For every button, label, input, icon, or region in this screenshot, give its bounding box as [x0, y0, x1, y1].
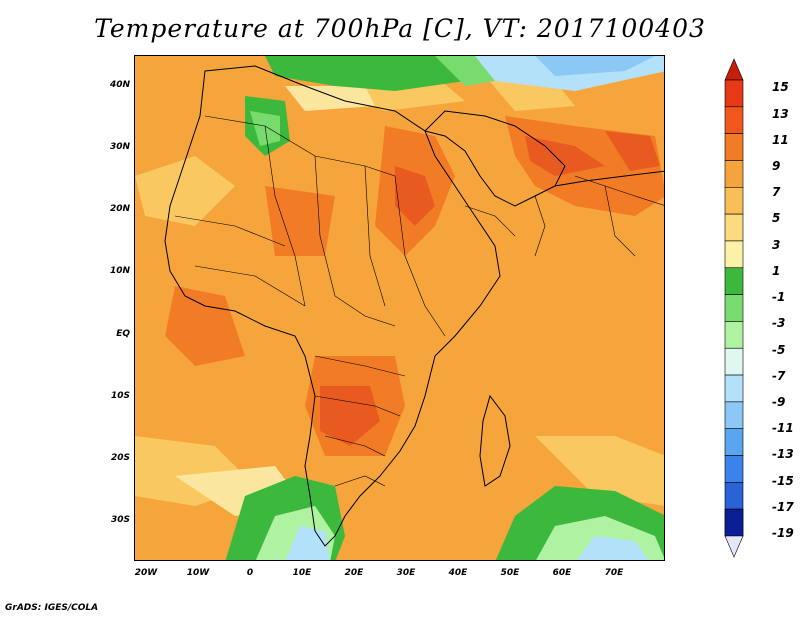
colorbar-swatch — [724, 294, 744, 322]
colorbar-bottom-arrow — [724, 535, 744, 558]
colder-blue-north — [535, 56, 655, 76]
colorbar-swatch — [724, 186, 744, 215]
colorbar-label-neg3: -3 — [772, 316, 786, 330]
lat-label-20n: 20N — [109, 204, 130, 214]
lon-label-10e: 10E — [292, 568, 312, 578]
colorbar-swatch — [724, 321, 744, 349]
lon-label-0: 0 — [246, 568, 254, 578]
colorbar-swatch — [724, 79, 744, 108]
lat-label-10n: 10N — [109, 266, 130, 276]
colorbar-label-15: 15 — [772, 80, 789, 94]
colorbar-label-neg1: -1 — [772, 290, 786, 304]
colorbar-label-1: 1 — [772, 264, 781, 278]
colorbar — [724, 58, 744, 558]
colorbar-swatch — [724, 347, 744, 376]
colorbar-label-neg11: -11 — [772, 421, 794, 435]
software-credit: GrADS: IGES/COLA — [5, 603, 99, 613]
colorbar-swatch — [724, 106, 744, 134]
lon-label-70e: 70E — [604, 568, 624, 578]
colorbar-swatch — [724, 240, 744, 269]
colorbar-label-7: 7 — [772, 185, 781, 199]
colorbar-swatch — [724, 374, 744, 403]
colorbar-label-neg19: -19 — [772, 526, 794, 540]
colorbar-swatches — [724, 58, 744, 558]
lon-label-20w: 20W — [134, 568, 158, 578]
country-borders — [174, 115, 664, 487]
lat-label-40n: 40N — [109, 80, 130, 90]
map-panel — [134, 55, 665, 561]
lon-label-40e: 40E — [448, 568, 468, 578]
colorbar-swatch — [724, 508, 744, 537]
lat-label-30n: 30N — [109, 142, 130, 152]
cold-blue-south-east — [576, 536, 649, 560]
lat-label-eq: EQ — [116, 329, 130, 339]
colorbar-swatch — [724, 455, 744, 483]
colorbar-label-neg13: -13 — [772, 447, 794, 461]
colorbar-label-13: 13 — [772, 107, 789, 121]
cold-blue-south-west — [285, 526, 330, 560]
colorbar-top-arrow — [724, 58, 744, 81]
colorbar-swatch — [724, 482, 744, 510]
colorbar-label-neg17: -17 — [772, 500, 794, 514]
map-title: Temperature at 700hPa [C], VT: 201710040… — [94, 14, 706, 43]
lat-label-20s: 20S — [110, 453, 130, 463]
colorbar-label-neg5: -5 — [772, 343, 786, 357]
temperature-map — [135, 56, 664, 560]
lon-label-10w: 10W — [186, 568, 210, 578]
colorbar-label-neg15: -15 — [772, 474, 794, 488]
lon-label-50e: 50E — [500, 568, 520, 578]
colorbar-swatch — [724, 160, 744, 188]
colorbar-label-5: 5 — [772, 211, 781, 225]
colorbar-label-neg9: -9 — [772, 395, 786, 409]
colorbar-swatch — [724, 213, 744, 242]
lon-label-20e: 20E — [344, 568, 364, 578]
colorbar-label-11: 11 — [772, 133, 789, 147]
lon-label-30e: 30E — [396, 568, 416, 578]
colorbar-swatch — [724, 133, 744, 161]
coastline — [164, 65, 664, 547]
lat-label-30s: 30S — [110, 515, 130, 525]
colorbar-swatch — [724, 428, 744, 456]
colorbar-label-9: 9 — [772, 159, 781, 173]
lon-label-60e: 60E — [552, 568, 572, 578]
lat-label-10s: 10S — [110, 391, 130, 401]
colorbar-swatch — [724, 267, 744, 295]
colorbar-label-neg7: -7 — [772, 369, 786, 383]
colorbar-label-3: 3 — [772, 238, 781, 252]
colorbar-swatch — [724, 401, 744, 430]
